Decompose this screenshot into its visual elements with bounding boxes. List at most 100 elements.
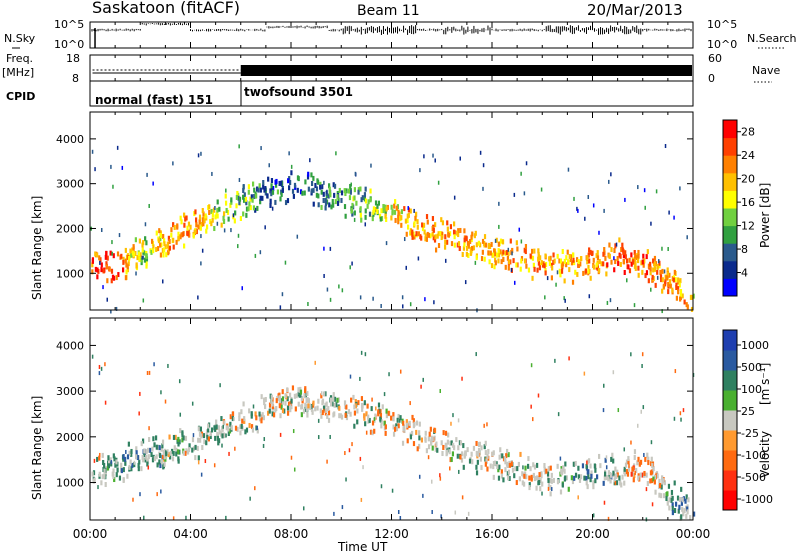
echo-cell <box>440 235 443 241</box>
echo-cell <box>658 260 661 266</box>
echo-cell <box>162 252 165 258</box>
echo-cell <box>393 209 397 215</box>
scatter-cell <box>287 401 290 406</box>
echo-cell <box>270 398 273 404</box>
scatter-cell <box>132 497 134 502</box>
scatter-cell <box>268 163 270 168</box>
echo-cell <box>616 469 619 475</box>
echo-cell <box>576 271 579 277</box>
scatter-cell <box>643 188 646 193</box>
echo-cell <box>630 261 633 267</box>
echo-cell <box>651 463 654 469</box>
echo-cell <box>384 213 387 219</box>
echo-cell <box>249 196 252 202</box>
scatter-cell <box>530 404 532 409</box>
scatter-cell <box>100 366 103 371</box>
echo-cell <box>363 400 366 406</box>
scatter-cell <box>380 303 382 308</box>
echo-cell <box>361 406 364 412</box>
echo-cell <box>692 511 696 517</box>
echo-cell <box>521 471 524 477</box>
echo-cell <box>678 504 681 510</box>
echo-cell <box>487 250 490 256</box>
echo-cell <box>515 240 518 246</box>
echo-cell <box>536 462 539 468</box>
echo-cell <box>343 204 347 210</box>
echo-cell <box>544 253 547 259</box>
scatter-cell <box>583 371 586 376</box>
scatter-cell <box>225 188 227 193</box>
echo-cell <box>369 188 372 194</box>
echo-cell <box>621 247 624 253</box>
echo-cell <box>415 231 418 237</box>
echo-cell <box>191 447 194 453</box>
echo-cell <box>547 477 550 483</box>
echo-cell <box>113 456 116 462</box>
scatter-cell <box>532 417 534 422</box>
echo-cell <box>654 261 658 267</box>
echo-cell <box>539 255 542 261</box>
echo-cell <box>252 205 256 211</box>
echo-cell <box>445 449 448 455</box>
echo-cell <box>678 282 681 288</box>
echo-cell <box>284 393 287 399</box>
echo-cell <box>527 267 531 273</box>
echo-cell <box>240 423 243 429</box>
scatter-cell <box>431 510 433 515</box>
echo-cell <box>290 170 293 176</box>
echo-cell <box>194 455 197 461</box>
scatter-cell <box>450 421 452 426</box>
ytick-label: 4000 <box>56 133 84 146</box>
scatter-cell <box>259 250 262 255</box>
echo-cell <box>395 205 398 211</box>
echo-cell <box>165 252 168 258</box>
echo-cell <box>533 464 537 470</box>
echo-cell <box>344 213 347 219</box>
echo-cell <box>338 187 341 193</box>
echo-cell <box>642 262 645 268</box>
echo-cell <box>353 410 357 416</box>
echo-cell <box>497 475 501 481</box>
echo-cell <box>319 408 322 414</box>
echo-cell <box>656 264 659 270</box>
echo-cell <box>675 284 678 290</box>
echo-cell <box>559 272 562 278</box>
echo-cell <box>589 477 592 483</box>
echo-cell <box>561 482 564 488</box>
echo-cell <box>549 255 552 261</box>
echo-cell <box>578 477 582 483</box>
echo-cell <box>397 423 400 429</box>
echo-cell <box>500 473 504 479</box>
echo-cell <box>551 265 554 271</box>
echo-cell <box>304 386 307 392</box>
echo-cell <box>625 459 629 465</box>
scatter-cell <box>329 246 332 251</box>
echo-cell <box>484 456 487 462</box>
scatter-cell <box>651 502 654 507</box>
echo-cell <box>504 459 507 465</box>
echo-cell <box>203 218 206 224</box>
echo-cell <box>145 454 148 460</box>
echo-cell <box>656 269 659 275</box>
echo-cell <box>659 274 663 280</box>
echo-cell <box>507 469 511 475</box>
echo-cell <box>413 234 416 240</box>
echo-cell <box>122 267 125 273</box>
scatter-cell <box>323 408 325 413</box>
echo-cell <box>549 465 552 471</box>
echo-cell <box>400 215 403 221</box>
echo-cell <box>673 269 676 275</box>
echo-cell <box>516 246 519 252</box>
echo-cell <box>431 445 434 451</box>
echo-cell <box>154 435 158 441</box>
echo-cell <box>299 389 303 395</box>
echo-cell <box>581 463 585 469</box>
echo-cell <box>195 222 198 228</box>
echo-cell <box>298 392 301 398</box>
echo-cell <box>372 209 375 215</box>
echo-cell <box>194 444 197 450</box>
echo-cell <box>623 270 626 276</box>
echo-cell <box>580 256 583 262</box>
echo-cell <box>169 454 172 460</box>
